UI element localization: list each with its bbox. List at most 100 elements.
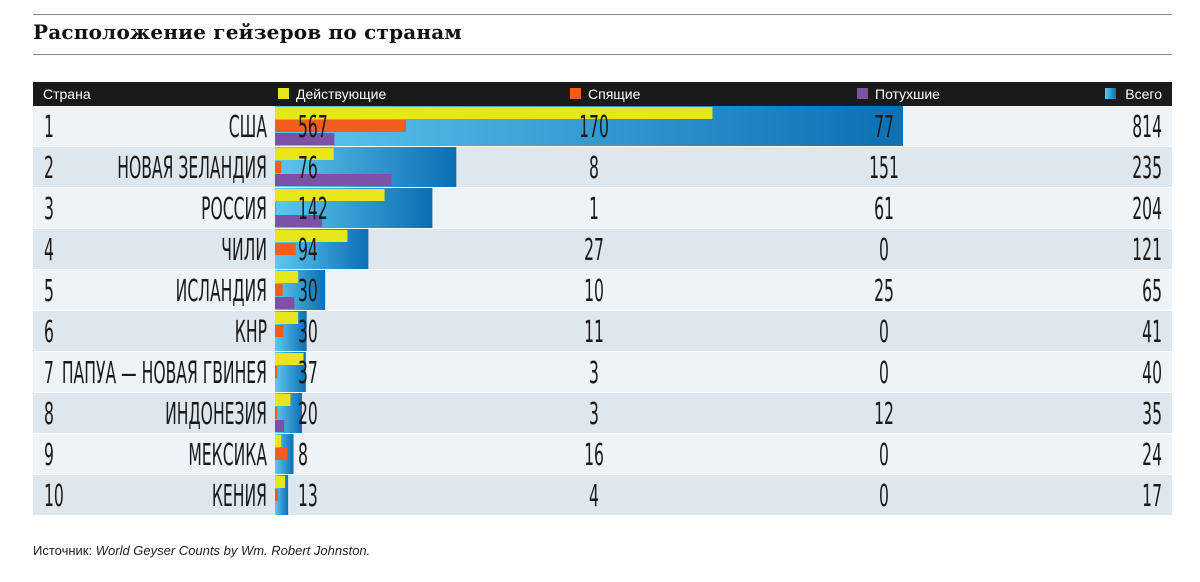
rank-label: 5 [44,273,54,308]
table-row-bg [33,188,1172,228]
row-separator [33,433,1172,434]
bar-dormant [275,161,282,173]
value-active: 30 [298,273,318,308]
table-row-bg [33,352,1172,392]
bar-active [275,148,334,160]
value-dormant: 27 [584,232,604,267]
bar-active [275,394,291,406]
bar-dormant [275,489,279,501]
value-extinct: 61 [874,191,894,226]
rank-label: 3 [44,191,54,226]
value-extinct: 0 [879,478,889,513]
header-bar [33,82,1172,106]
country-label: НОВАЯ ЗЕЛАНДИЯ [117,150,267,185]
bar-dormant [275,202,276,214]
value-dormant: 10 [584,273,604,308]
row-separator [33,515,1172,516]
value-active: 13 [298,478,318,513]
value-extinct: 0 [879,355,889,390]
bar-active [275,230,348,242]
header-country-label: Страна [43,86,91,102]
value-extinct: 77 [874,109,894,144]
row-separator [33,310,1172,311]
legend-label-dormant: Спящие [588,86,641,102]
legend-swatch-dormant [570,88,581,99]
bar-active [275,107,713,119]
country-label: КНР [235,314,267,349]
legend-label-total: Всего [1125,86,1162,102]
value-total: 24 [1142,437,1162,472]
source-note: Источник: World Geyser Counts by Wm. Rob… [33,543,370,558]
bar-active [275,435,282,447]
table-row-bg [33,434,1172,474]
table-row-bg [33,393,1172,433]
bar-dormant [275,366,278,378]
bar-extinct [275,174,392,186]
legend-swatch-total [1105,88,1116,99]
bar-dormant [275,120,407,132]
row-separator [33,146,1172,147]
table-row-bg [33,475,1172,515]
rank-label: 7 [44,355,54,390]
country-label: КЕНИЯ [212,478,267,513]
value-dormant: 8 [589,150,599,185]
country-label: ИНДОНЕЗИЯ [165,396,267,431]
top-rule [33,14,1172,15]
bar-dormant [275,448,288,460]
row-separator [33,351,1172,352]
bar-active [275,476,286,488]
value-dormant: 16 [584,437,604,472]
country-label: США [229,109,268,144]
value-total: 204 [1132,191,1162,226]
bar-dormant [275,243,296,255]
value-total: 235 [1132,150,1162,185]
value-total: 17 [1142,478,1162,513]
row-separator [33,228,1172,229]
value-dormant: 11 [584,314,604,349]
bar-active [275,271,299,283]
bar-active [275,353,304,365]
country-label: МЕКСИКА [188,437,267,472]
bar-extinct [275,215,323,227]
bar-active [275,312,299,324]
value-active: 142 [298,191,328,226]
table-row-bg [33,270,1172,310]
country-label: ЧИЛИ [221,232,267,267]
value-active: 37 [298,355,318,390]
value-active: 567 [298,109,328,144]
legend-label-active: Действующие [296,86,386,102]
value-total: 35 [1142,396,1162,431]
value-total: 65 [1142,273,1162,308]
value-extinct: 0 [879,437,889,472]
row-separator [33,269,1172,270]
country-label: ПАПУА — НОВАЯ ГВИНЕЯ [62,355,267,390]
value-extinct: 151 [869,150,899,185]
table-row-bg [33,311,1172,351]
rank-label: 9 [44,437,54,472]
rank-label: 2 [44,150,54,185]
bar-extinct [275,133,335,145]
legend-swatch-extinct [857,88,868,99]
country-label: РОССИЯ [201,191,267,226]
value-dormant: 1 [589,191,599,226]
rank-label: 4 [44,232,54,267]
value-active: 76 [298,150,318,185]
value-active: 8 [298,437,308,472]
row-separator [33,474,1172,475]
bar-dormant [275,325,284,337]
bar-extinct [275,420,285,432]
bar-dormant [275,407,278,419]
value-active: 20 [298,396,318,431]
table-row-bg [33,147,1172,187]
chart-title: Расположение гейзеров по странам [33,20,462,44]
value-dormant: 4 [589,478,599,513]
value-extinct: 25 [874,273,894,308]
value-active: 30 [298,314,318,349]
bar-extinct [275,297,295,309]
bar-dormant [275,284,283,296]
value-dormant: 3 [589,396,599,431]
source-prefix: Источник: [33,543,93,558]
value-extinct: 0 [879,314,889,349]
value-dormant: 170 [579,109,609,144]
value-active: 94 [298,232,318,267]
